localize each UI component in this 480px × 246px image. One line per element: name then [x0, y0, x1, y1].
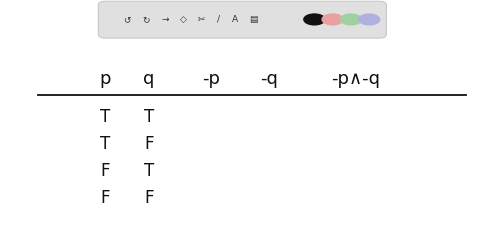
Text: -q: -q — [260, 70, 278, 88]
Circle shape — [359, 14, 380, 25]
Text: ▤: ▤ — [249, 15, 258, 24]
Text: -p: -p — [202, 70, 220, 88]
Text: ↺: ↺ — [123, 15, 131, 24]
Text: F: F — [101, 189, 110, 207]
Text: →: → — [162, 15, 169, 24]
Text: /: / — [217, 15, 220, 24]
Text: T: T — [144, 162, 154, 180]
Circle shape — [322, 14, 343, 25]
Text: ◇: ◇ — [180, 15, 187, 24]
Text: p: p — [100, 70, 111, 88]
Text: ✂: ✂ — [197, 15, 205, 24]
Circle shape — [304, 14, 325, 25]
Text: -p∧-q: -p∧-q — [331, 70, 380, 88]
Circle shape — [340, 14, 361, 25]
Text: A: A — [232, 15, 238, 24]
Text: q: q — [143, 70, 155, 88]
Text: T: T — [100, 135, 111, 153]
Text: T: T — [144, 108, 154, 126]
Text: F: F — [101, 162, 110, 180]
Text: ↻: ↻ — [143, 15, 150, 24]
Text: F: F — [144, 189, 154, 207]
Text: F: F — [144, 135, 154, 153]
FancyBboxPatch shape — [98, 1, 386, 38]
Text: T: T — [100, 108, 111, 126]
